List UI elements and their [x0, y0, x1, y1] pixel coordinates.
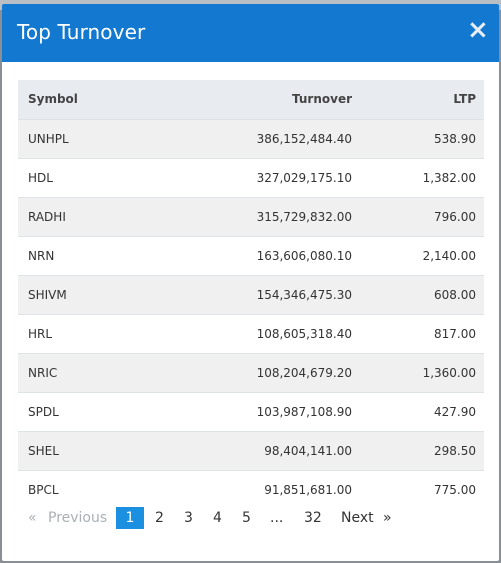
cell-turnover: 386,152,484.40: [256, 131, 352, 146]
table-row: SPDL 103,987,108.90 427.90: [18, 392, 484, 431]
cell-turnover: 163,606,080.10: [256, 248, 352, 263]
cell-ltp: 796.00: [434, 209, 476, 224]
pagination-previous: Previous: [48, 510, 108, 526]
cell-ltp: 608.00: [434, 287, 476, 302]
cell-turnover: 154,346,475.30: [256, 287, 352, 302]
table-row: SHIVM 154,346,475.30 608.00: [18, 275, 484, 314]
cell-turnover: 108,605,318.40: [256, 326, 352, 341]
table-row: UNHPL 386,152,484.40 538.90: [18, 119, 484, 158]
cell-ltp: 427.90: [434, 404, 476, 419]
cell-ltp: 1,360.00: [422, 365, 476, 380]
cell-turnover: 327,029,175.10: [256, 170, 352, 185]
cell-turnover: 315,729,832.00: [256, 209, 352, 224]
pagination-page-4[interactable]: 4: [213, 510, 222, 526]
table-row: BPCL 91,851,681.00 775.00: [18, 470, 484, 509]
cell-symbol: BPCL: [28, 482, 59, 497]
cell-ltp: 817.00: [434, 326, 476, 341]
pagination-ellipsis: ...: [270, 510, 284, 526]
cell-ltp: 538.90: [434, 131, 476, 146]
table-row: RADHI 315,729,832.00 796.00: [18, 197, 484, 236]
pagination-page-2[interactable]: 2: [155, 510, 164, 526]
turnover-table-container: Symbol Turnover LTP UNHPL 386,152,484.40…: [18, 80, 484, 509]
pagination: « Previous 1 2 3 4 5 ... 32 Next »: [18, 507, 484, 529]
cell-symbol: SHEL: [28, 443, 59, 458]
header-ltp: LTP: [453, 92, 476, 107]
modal-header: Top Turnover ×: [2, 4, 499, 62]
pagination-page-5[interactable]: 5: [242, 510, 251, 526]
modal-title: Top Turnover: [17, 20, 146, 44]
cell-ltp: 2,140.00: [422, 248, 476, 263]
cell-symbol: UNHPL: [28, 131, 69, 146]
cell-symbol: SPDL: [28, 404, 59, 419]
cell-symbol: NRN: [28, 248, 55, 263]
table-row: SHEL 98,404,141.00 298.50: [18, 431, 484, 470]
cell-symbol: RADHI: [28, 209, 66, 224]
header-symbol: Symbol: [28, 92, 78, 107]
table-row: NRN 163,606,080.10 2,140.00: [18, 236, 484, 275]
cell-turnover: 108,204,679.20: [256, 365, 352, 380]
table-header-row: Symbol Turnover LTP: [18, 80, 484, 119]
pagination-page-1[interactable]: 1: [116, 507, 144, 529]
pagination-next-arrow[interactable]: »: [383, 510, 392, 526]
close-icon[interactable]: ×: [467, 15, 489, 45]
cell-turnover: 91,851,681.00: [264, 482, 352, 497]
turnover-table: Symbol Turnover LTP UNHPL 386,152,484.40…: [18, 80, 484, 509]
top-turnover-modal: Top Turnover × Symbol Turnover LTP UNHPL…: [2, 4, 499, 561]
table-row: HRL 108,605,318.40 817.00: [18, 314, 484, 353]
cell-symbol: SHIVM: [28, 287, 67, 302]
cell-symbol: HDL: [28, 170, 53, 185]
table-row: NRIC 108,204,679.20 1,360.00: [18, 353, 484, 392]
pagination-prev-arrow: «: [28, 510, 37, 526]
cell-turnover: 98,404,141.00: [264, 443, 352, 458]
cell-ltp: 775.00: [434, 482, 476, 497]
pagination-page-32[interactable]: 32: [304, 510, 322, 526]
cell-ltp: 1,382.00: [422, 170, 476, 185]
pagination-page-3[interactable]: 3: [184, 510, 193, 526]
cell-symbol: NRIC: [28, 365, 58, 380]
pagination-next[interactable]: Next: [341, 510, 374, 526]
cell-turnover: 103,987,108.90: [256, 404, 352, 419]
cell-symbol: HRL: [28, 326, 53, 341]
table-row: HDL 327,029,175.10 1,382.00: [18, 158, 484, 197]
header-turnover: Turnover: [292, 92, 352, 107]
cell-ltp: 298.50: [434, 443, 476, 458]
